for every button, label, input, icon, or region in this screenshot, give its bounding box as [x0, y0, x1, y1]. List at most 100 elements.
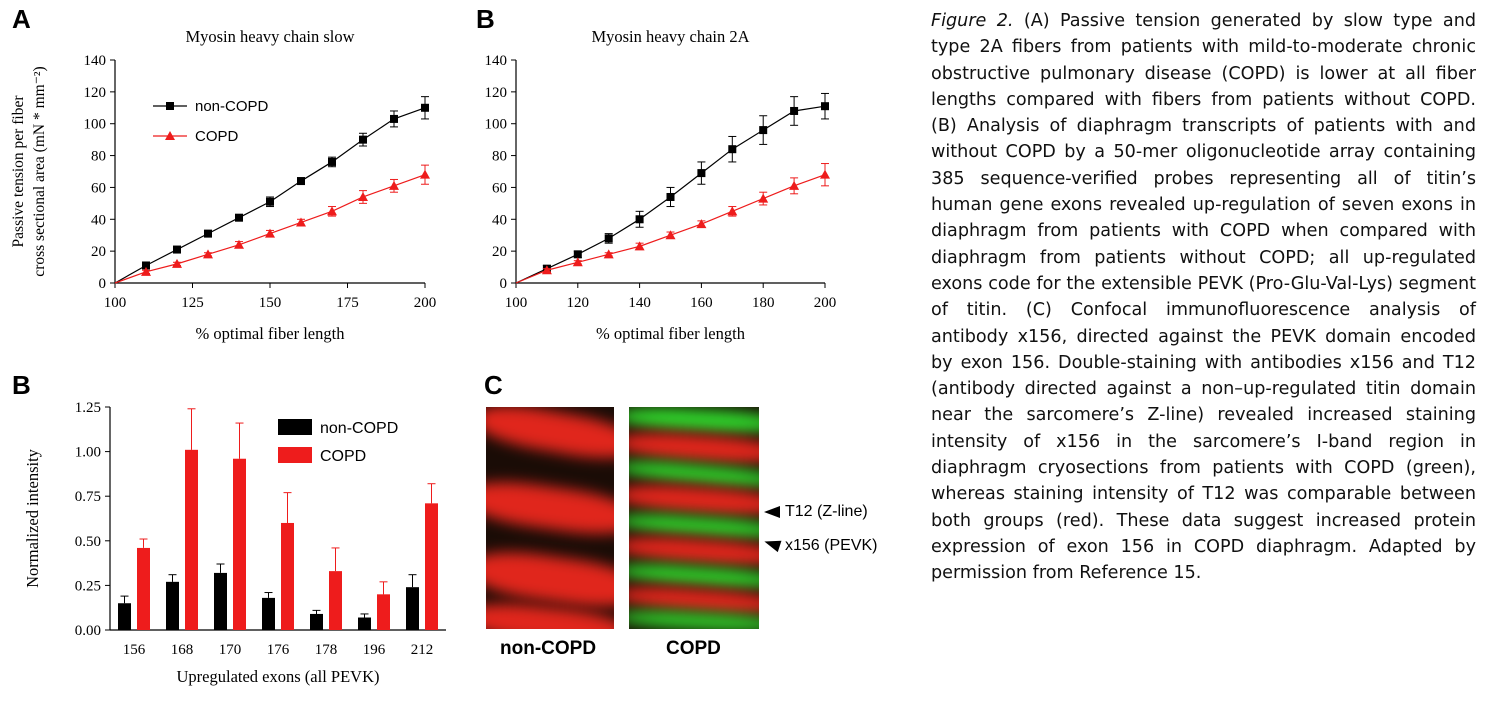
- b-bottom-bar-non-copd: [358, 617, 371, 630]
- a-point-copd: [358, 191, 368, 201]
- a-point-copd: [420, 169, 430, 179]
- stain-band: [629, 407, 759, 436]
- a-y-tick-label: 20: [91, 244, 106, 260]
- b-bottom-y-label: Normalized intensity: [23, 448, 42, 588]
- a-point-non-copd: [266, 197, 274, 206]
- a-y-label-line: Passive tension per fiber: [10, 95, 27, 248]
- b-bottom-x-tick-label: 170: [219, 642, 242, 658]
- panel-letter-b-top: B: [476, 4, 495, 34]
- b-top-title: Myosin heavy chain 2A: [591, 27, 749, 46]
- stain-band: [486, 475, 614, 541]
- a-series-line-non-copd: [114, 107, 426, 284]
- b-top-y-tick-label: 0: [500, 276, 508, 292]
- b-bottom-y-tick-label: 1.00: [75, 445, 101, 461]
- b-bottom-legend-swatch: [278, 419, 312, 435]
- b-bottom-y-tick-label: 1.25: [75, 400, 101, 416]
- a-legend-label: COPD: [195, 128, 239, 145]
- b-bottom-bar-copd: [137, 547, 150, 630]
- b-bottom-bar-non-copd: [406, 587, 419, 630]
- b-top-y-tick-label: 140: [485, 53, 508, 69]
- a-y-tick-label: 80: [91, 149, 106, 165]
- b-top-point-non-copd: [635, 215, 644, 224]
- a-legend-marker: [165, 131, 175, 140]
- b-top-point-copd: [789, 180, 800, 190]
- a-point-non-copd: [328, 157, 336, 166]
- b-bottom-x-tick-label: 156: [123, 642, 146, 658]
- a-x-tick-label: 175: [336, 295, 359, 311]
- a-point-copd: [141, 266, 151, 276]
- b-top-point-copd: [820, 169, 830, 179]
- b-bottom-x-tick-label: 212: [411, 642, 434, 658]
- a-point-non-copd: [173, 245, 181, 254]
- panel-letter-c: C: [484, 370, 503, 400]
- b-bottom-bar-copd: [233, 458, 246, 630]
- a-y-label-line: cross sectional area (mN * mm⁻²): [31, 66, 48, 276]
- micrograph-label-copd: COPD: [666, 638, 721, 659]
- t12-arrow-icon: [764, 506, 780, 518]
- b-bottom-bar-non-copd: [310, 613, 323, 630]
- b-bottom-x-label: Upregulated exons (all PEVK): [177, 667, 380, 686]
- b-bottom-bar-copd: [185, 449, 198, 630]
- b-top-x-tick-label: 180: [752, 295, 775, 311]
- a-point-non-copd: [359, 135, 367, 144]
- b-top-point-copd: [727, 206, 738, 216]
- b-bottom-x-tick-label: 168: [171, 642, 194, 658]
- micrograph-copd: [629, 407, 759, 629]
- b-top-y-tick-label: 60: [492, 180, 507, 196]
- a-point-non-copd: [297, 177, 305, 186]
- b-bottom-bar-copd: [329, 571, 342, 630]
- b-bottom-bar-non-copd: [118, 603, 131, 630]
- b-top-x-tick-label: 100: [505, 295, 528, 311]
- b-top-point-copd: [758, 193, 769, 203]
- stain-band: [629, 533, 759, 569]
- b-bottom-y-tick-label: 0.00: [75, 623, 101, 639]
- b-top-x-label: % optimal fiber length: [596, 324, 746, 343]
- b-bottom-bar-non-copd: [214, 572, 227, 630]
- b-bottom-y-tick-label: 0.50: [75, 534, 101, 550]
- a-y-tick-label: 0: [99, 276, 107, 292]
- b-bottom-y-tick-label: 0.25: [75, 578, 101, 594]
- a-x-tick-label: 125: [181, 295, 204, 311]
- b-top-point-copd: [696, 219, 707, 229]
- b-top-point-non-copd: [604, 234, 613, 243]
- b-top-point-non-copd: [821, 102, 829, 111]
- b-top-x-tick-label: 120: [567, 295, 590, 311]
- a-y-tick-label: 100: [84, 117, 107, 133]
- b-top-point-non-copd: [697, 169, 706, 178]
- stain-band: [629, 481, 759, 519]
- a-point-copd: [172, 258, 182, 268]
- annotation-t12: T12 (Z-line): [785, 503, 868, 520]
- stain-band: [486, 407, 614, 466]
- b-top-point-copd: [665, 230, 676, 240]
- b-top-x-tick-label: 200: [814, 295, 837, 311]
- b-bottom-x-tick-label: 196: [363, 642, 386, 658]
- b-top-point-non-copd: [666, 192, 675, 201]
- b-top-point-non-copd: [728, 145, 737, 154]
- a-y-tick-label: 60: [91, 180, 106, 196]
- a-y-tick-label: 120: [84, 85, 107, 101]
- b-top-y-tick-label: 120: [485, 85, 508, 101]
- b-bottom-legend-label: COPD: [320, 448, 366, 465]
- a-y-tick-label: 140: [84, 53, 107, 69]
- a-point-non-copd: [142, 261, 150, 270]
- b-bottom-legend-label: non-COPD: [320, 420, 398, 437]
- b-top-y-tick-label: 20: [492, 244, 507, 260]
- annotation-x156: x156 (PEVK): [785, 537, 878, 554]
- a-point-copd: [389, 180, 399, 190]
- a-x-tick-label: 150: [259, 295, 282, 311]
- a-title: Myosin heavy chain slow: [185, 27, 354, 46]
- micrograph-label-non-copd: non-COPD: [500, 638, 597, 659]
- b-bottom-legend-swatch: [278, 447, 312, 463]
- figure-caption: Figure 2. (A) Passive tension generated …: [931, 8, 1476, 587]
- b-bottom-bar-non-copd: [262, 597, 275, 630]
- b-top-y-tick-label: 100: [485, 117, 508, 133]
- a-x-label: % optimal fiber length: [196, 324, 346, 343]
- b-top-point-copd: [572, 257, 583, 267]
- b-bottom-x-tick-label: 178: [315, 642, 338, 658]
- b-top-point-non-copd: [790, 106, 799, 115]
- b-top-point-copd: [634, 241, 645, 251]
- b-bottom-x-tick-label: 176: [267, 642, 290, 658]
- a-point-non-copd: [235, 213, 243, 222]
- b-top-x-tick-label: 140: [628, 295, 651, 311]
